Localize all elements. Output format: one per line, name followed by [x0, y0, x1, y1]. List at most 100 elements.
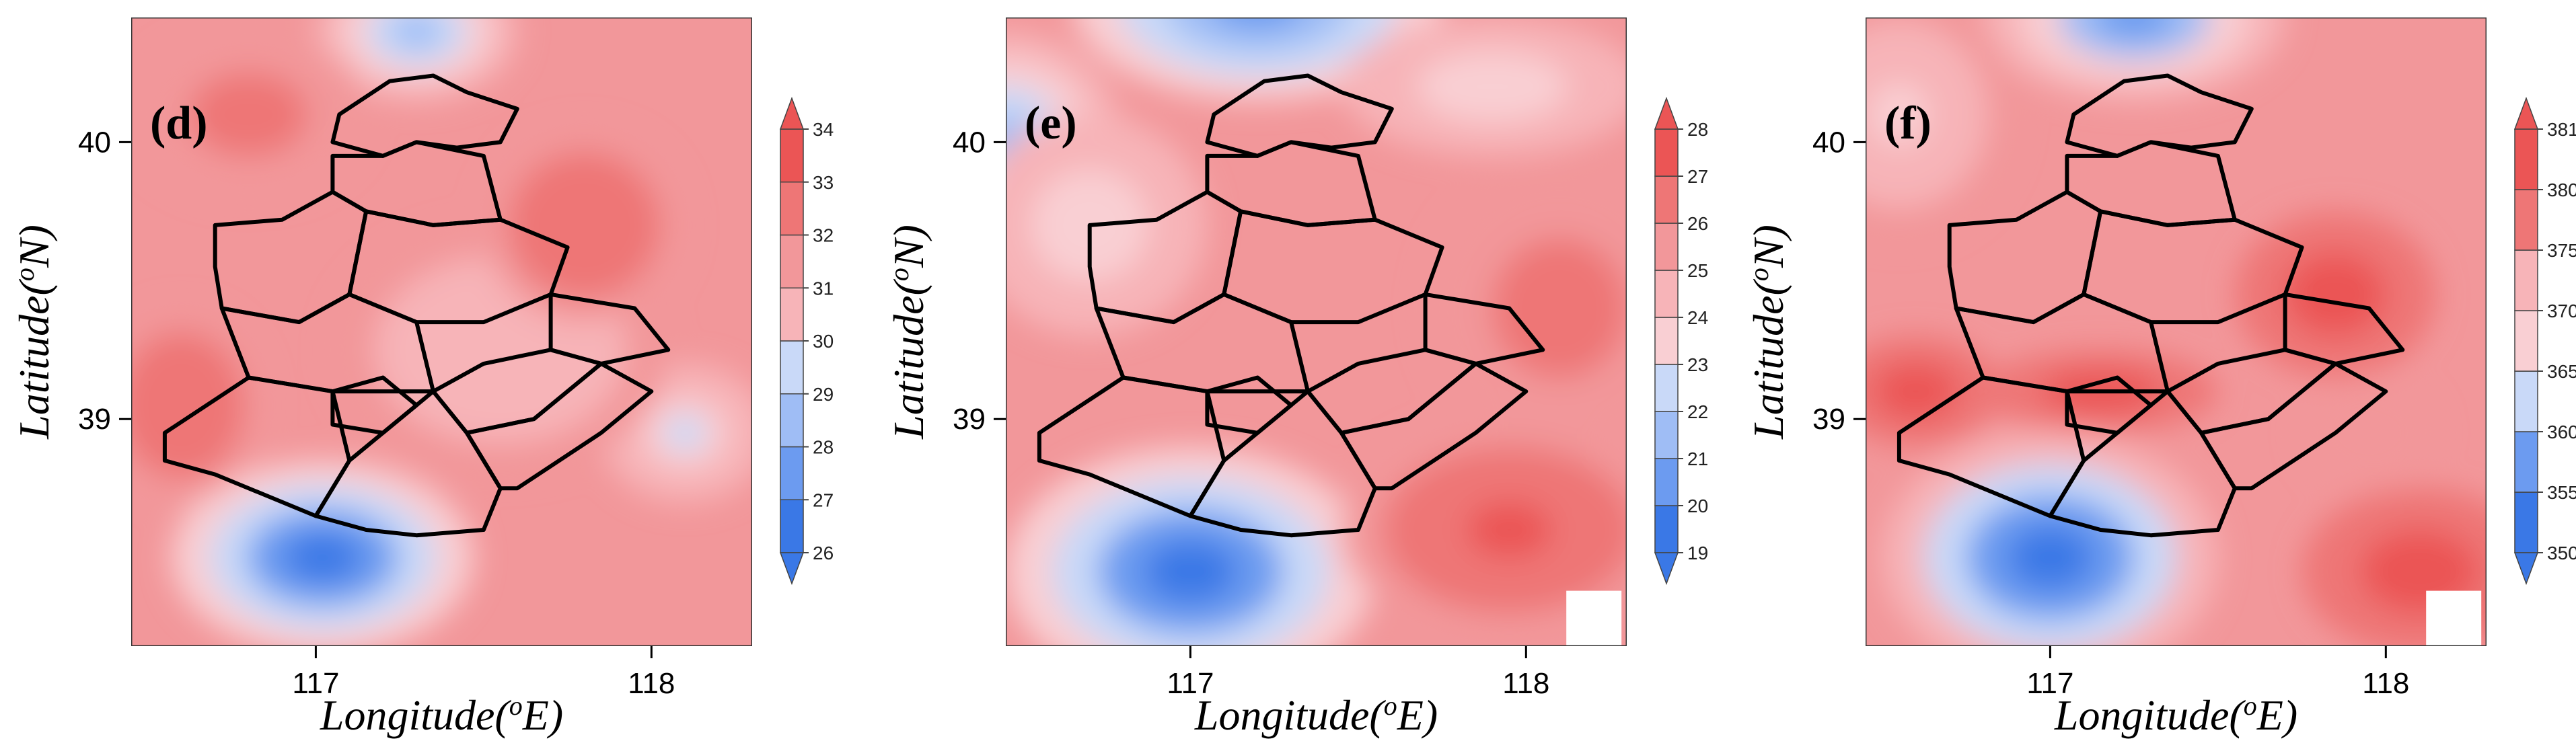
contour-level: [391, 17, 442, 49]
colorbar-label: 27: [1687, 166, 1708, 187]
colorbar: 350 355 360 365 370 375 380 381: [2513, 96, 2576, 586]
colorbar-segment: [2514, 249, 2538, 311]
colorbar-arrow-bottom: [2513, 552, 2539, 586]
panel-f: (f) 117 118 39 40 Longitude(oE) Latitude(oN) …: [1734, 0, 2576, 747]
x-tick-label: 117: [1167, 667, 1214, 700]
colorbar-segment: [1654, 270, 1679, 318]
colorbar-segment: [780, 393, 804, 448]
plot-area: (d): [131, 17, 752, 646]
colorbar: 26 27 28 29 30 31 32 33 34: [779, 96, 834, 586]
district-boundary: [464, 361, 654, 491]
plot-area: (e): [1006, 17, 1627, 646]
x-axis-title: Longitude(oE): [2054, 691, 2297, 740]
colorbar-label: 33: [813, 172, 834, 193]
colorbar-label: 31: [813, 278, 834, 299]
y-tick-label: 39: [953, 403, 986, 436]
contour-level: [1455, 69, 1531, 104]
colorbar-label: 32: [813, 225, 834, 246]
colorbar-segment: [780, 182, 804, 236]
colorbar-label: 355: [2547, 482, 2576, 503]
colorbar-segment: [780, 234, 804, 288]
district-boundary: [1423, 292, 1545, 366]
contour-field: [1006, 17, 1627, 646]
colorbar-segment: [780, 499, 804, 553]
x-axis-title: Longitude(oE): [320, 691, 563, 740]
colorbar-label: 375: [2547, 240, 2576, 261]
panel-e: (e) 117 118 39 40 Longitude(oE) Latitude(oN) …: [875, 0, 1733, 747]
colorbar-label: 26: [813, 543, 834, 563]
colorbar-segment: [1654, 317, 1679, 365]
colorbar-segment: [1654, 175, 1679, 224]
colorbar-label: 360: [2547, 422, 2576, 442]
missing-data-box: [2426, 590, 2482, 646]
district-boundary: [2048, 389, 2237, 538]
contour-level: [1467, 502, 1551, 558]
y-axis-title: Latitude(oN): [9, 225, 59, 440]
contour-level: [2096, 17, 2172, 38]
district-boundary: [2283, 292, 2405, 366]
y-axis-title-group: Latitude(oN): [1744, 225, 1793, 440]
plot-area: (f): [1866, 17, 2487, 646]
colorbar-label: 24: [1687, 307, 1708, 328]
colorbar-label: 19: [1687, 543, 1708, 563]
colorbar-label: 30: [813, 331, 834, 352]
map-panel: (e) 117 1183940Longitude(oE)Latitude(oN) …: [884, 17, 1708, 739]
contour-level: [559, 200, 610, 249]
y-tick-label: 40: [78, 126, 111, 159]
map-panel: (d) 117 1183940Longitude(oE)Latitude(oN) …: [9, 17, 834, 739]
colorbar-segment: [780, 287, 804, 342]
map-panel: (f) 117 1183940Longitude(oE)Latitude(oN) …: [1744, 17, 2576, 739]
colorbar-label: 28: [813, 437, 834, 458]
contour-level: [1870, 83, 1929, 146]
panel-label: (d): [150, 97, 208, 149]
colorbar-label: 29: [813, 384, 834, 405]
y-axis-title: Latitude(oN): [1744, 225, 1793, 440]
axes: 117 118 39 40 Longitude(oE) Latitude(oN): [1744, 126, 2410, 739]
colorbar-segment: [780, 446, 804, 500]
colorbar: 19 20 21 22 23 24 25 26 27 28: [1654, 96, 1708, 586]
colorbar-segment: [1654, 411, 1679, 459]
colorbar-segment: [2514, 370, 2538, 432]
contour-level: [1894, 377, 1938, 405]
contour-level: [664, 416, 706, 450]
colorbar-label: 20: [1687, 496, 1708, 516]
y-tick-label: 40: [1812, 126, 1845, 159]
colorbar-label: 370: [2547, 301, 2576, 321]
district-boundary: [2199, 361, 2388, 491]
colorbar-label: 365: [2547, 361, 2576, 382]
panel-d: (d) 117 118 39 40 Longitude(oE) Latitude(oN) …: [0, 0, 858, 747]
colorbar-arrow-top: [1654, 96, 1679, 130]
contour-level: [285, 533, 361, 582]
colorbar-segment: [780, 340, 804, 395]
y-tick-label: 39: [1812, 403, 1845, 436]
colorbar-segment: [2514, 492, 2538, 553]
colorbar-segment: [1654, 505, 1679, 553]
colorbar-label: 27: [813, 489, 834, 510]
contour-level: [2352, 419, 2386, 447]
x-tick-label: 117: [292, 667, 339, 700]
colorbar-segment: [2514, 128, 2538, 190]
y-axis-title-group: Latitude(oN): [884, 225, 933, 440]
contour-level: [1219, 17, 1296, 28]
missing-data-box: [1566, 590, 1622, 646]
axes: 117 118 39 40 Longitude(oE) Latitude(oN): [884, 126, 1550, 739]
y-tick-label: 39: [78, 403, 111, 436]
colorbar-segment: [1654, 458, 1679, 506]
colorbar-label: 350: [2547, 543, 2576, 563]
panel-label: (f): [1884, 97, 1931, 149]
y-tick-label: 40: [953, 126, 986, 159]
axes: 117 118 39 40 Longitude(oE) Latitude(oN): [9, 126, 675, 739]
colorbar-segment: [1654, 364, 1679, 412]
contour-level: [1144, 540, 1237, 603]
colorbar-label: 380: [2547, 180, 2576, 200]
county-boundaries: [1037, 73, 1545, 538]
x-axis-title: Longitude(oE): [1194, 691, 1438, 740]
x-tick-label: 117: [2026, 667, 2073, 700]
district-boundary: [330, 73, 519, 158]
contour-level: [1169, 17, 1346, 52]
colorbar-label: 25: [1687, 260, 1708, 281]
contour-level: [160, 381, 203, 430]
colorbar-arrow-bottom: [779, 552, 805, 586]
contour-level: [1526, 274, 1594, 343]
panel-label: (e): [1025, 97, 1077, 149]
